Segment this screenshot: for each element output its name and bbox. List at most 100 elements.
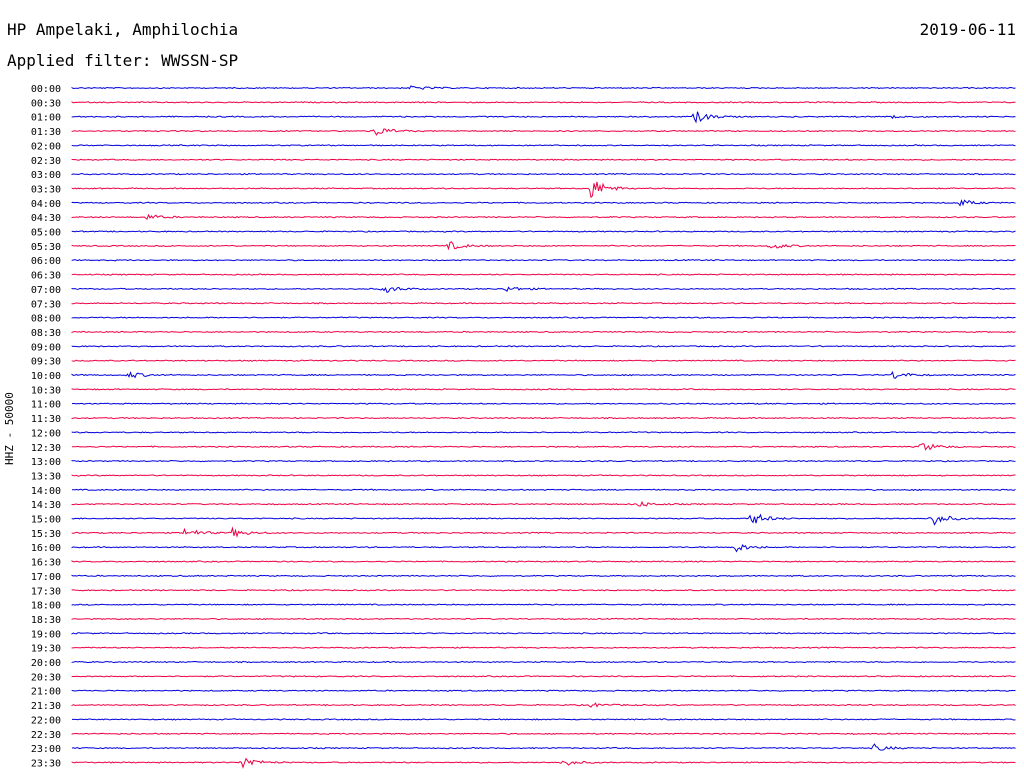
trace-row — [72, 718, 1016, 721]
row-time-label: 13:00 — [31, 457, 61, 468]
trace-row — [71, 230, 1016, 233]
row-time-label: 00:30 — [31, 98, 61, 109]
trace-row — [71, 416, 1016, 420]
row-time-label: 19:30 — [31, 644, 61, 655]
trace-row — [71, 259, 1016, 262]
row-time-label: 04:30 — [31, 213, 61, 224]
row-time-label: 13:30 — [31, 471, 61, 482]
row-time-label: 17:00 — [31, 572, 61, 583]
y-axis-label: HHZ - 50000 — [3, 392, 16, 465]
trace-row — [71, 474, 1016, 477]
row-time-label: 06:30 — [31, 271, 61, 282]
trace-row — [71, 302, 1016, 305]
trace-row — [71, 603, 1016, 606]
trace-row — [71, 181, 1016, 199]
trace-row — [71, 370, 1016, 379]
row-time-label: 12:00 — [31, 428, 61, 439]
trace-row — [71, 526, 1016, 538]
trace-row — [71, 431, 1016, 434]
trace-row — [71, 513, 1016, 526]
trace-row — [71, 500, 1016, 507]
filter-label: Applied filter: WWSSN-SP — [7, 51, 239, 70]
row-time-label: 14:00 — [31, 486, 61, 497]
row-time-label: 10:00 — [31, 371, 61, 382]
row-time-label: 15:00 — [31, 515, 61, 526]
row-time-label: 18:00 — [31, 601, 61, 612]
row-time-label: 03:30 — [31, 184, 61, 195]
trace-row — [71, 172, 1016, 176]
trace-row — [71, 675, 1016, 678]
row-time-label: 06:00 — [31, 256, 61, 267]
trace-row — [71, 388, 1016, 391]
trace-row — [71, 689, 1016, 692]
trace-row — [71, 85, 1016, 90]
row-time-label: 20:00 — [31, 658, 61, 669]
row-time-label: 18:30 — [31, 615, 61, 626]
row-time-label: 00:00 — [31, 84, 61, 95]
row-time-label: 11:30 — [31, 414, 61, 425]
trace-row — [71, 273, 1016, 276]
trace-row — [71, 617, 1016, 621]
trace-row — [71, 359, 1016, 362]
row-time-label: 02:00 — [31, 141, 61, 152]
row-time-label: 09:30 — [31, 357, 61, 368]
trace-row — [71, 646, 1016, 649]
row-time-label: 20:30 — [31, 672, 61, 683]
row-time-label: 15:30 — [31, 529, 61, 540]
trace-row — [71, 128, 1016, 136]
trace-row — [71, 660, 1016, 664]
row-time-label: 17:30 — [31, 586, 61, 597]
trace-row — [71, 199, 1016, 207]
trace-row — [71, 345, 1016, 348]
row-time-label: 07:00 — [31, 285, 61, 296]
trace-row — [71, 330, 1016, 334]
row-time-label: 02:30 — [31, 156, 61, 167]
row-time-label: 21:00 — [31, 687, 61, 698]
row-time-label: 12:30 — [31, 443, 61, 454]
row-time-label: 16:30 — [31, 558, 61, 569]
row-time-label: 08:30 — [31, 328, 61, 339]
row-time-label: 11:00 — [31, 400, 61, 411]
trace-row — [71, 402, 1016, 405]
trace-row — [71, 488, 1016, 492]
row-time-label: 14:30 — [31, 500, 61, 511]
trace-row — [71, 144, 1016, 147]
row-time-label: 16:00 — [31, 543, 61, 554]
row-time-label: 03:00 — [31, 170, 61, 181]
trace-row — [71, 757, 1016, 769]
row-time-label: 19:00 — [31, 629, 61, 640]
trace-row — [71, 560, 1016, 563]
trace-row — [71, 702, 1016, 708]
trace-row — [71, 286, 1016, 293]
date-label: 2019-06-11 — [919, 20, 1016, 39]
station-title: HP Ampelaki, Amphilochia — [7, 20, 239, 39]
trace-row — [71, 632, 1016, 635]
row-time-label: 07:30 — [31, 299, 61, 310]
trace-row — [71, 241, 1016, 251]
trace-row — [71, 101, 1016, 104]
row-time-label: 05:30 — [31, 242, 61, 253]
trace-row — [71, 111, 1016, 124]
row-time-label: 01:30 — [31, 127, 61, 138]
trace-row — [71, 588, 1016, 592]
trace-row — [71, 544, 1016, 553]
trace-row — [71, 443, 1016, 451]
row-time-label: 23:00 — [31, 744, 61, 755]
row-time-label: 05:00 — [31, 228, 61, 239]
trace-row — [71, 213, 1016, 221]
trace-row — [71, 574, 1016, 578]
trace-row — [71, 732, 1016, 735]
row-time-label: 10:30 — [31, 385, 61, 396]
trace-row — [71, 158, 1016, 161]
row-time-label: 21:30 — [31, 701, 61, 712]
row-time-label: 22:30 — [31, 730, 61, 741]
row-time-label: 23:30 — [31, 758, 61, 769]
row-time-label: 08:00 — [31, 314, 61, 325]
row-time-label: 04:00 — [31, 199, 61, 210]
trace-row — [71, 316, 1016, 319]
row-time-label: 22:00 — [31, 715, 61, 726]
trace-row — [71, 459, 1016, 463]
row-time-label: 09:00 — [31, 342, 61, 353]
trace-row — [71, 743, 1016, 751]
